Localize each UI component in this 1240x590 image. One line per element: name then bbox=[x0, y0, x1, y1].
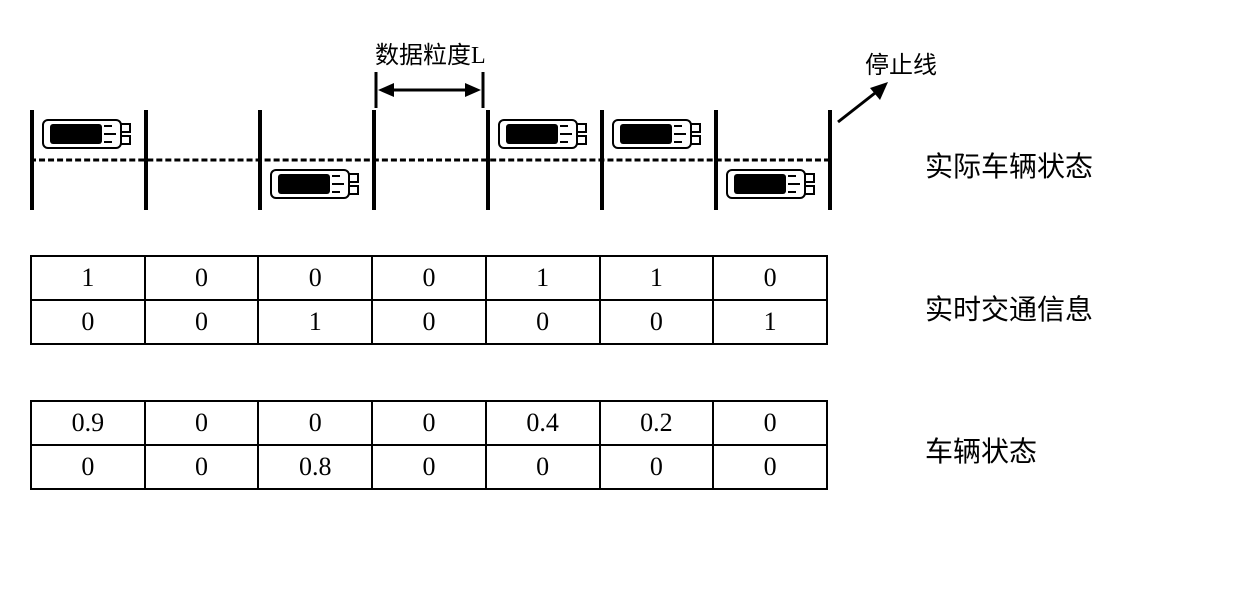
actual-state-label: 实际车辆状态 bbox=[925, 145, 1093, 185]
table-cell: 0 bbox=[31, 445, 145, 489]
figure-root: 数据粒度L 停止线 bbox=[30, 40, 1210, 550]
table-cell: 0 bbox=[145, 401, 259, 445]
table-cell: 0 bbox=[372, 300, 486, 344]
car-icon bbox=[612, 116, 702, 152]
realtime-info-table: 10001100010001 bbox=[30, 255, 828, 345]
lane-separator bbox=[258, 110, 262, 210]
lane-diagram bbox=[30, 110, 830, 210]
table-cell: 0.9 bbox=[31, 401, 145, 445]
table-cell: 0 bbox=[145, 445, 259, 489]
table-cell: 1 bbox=[258, 300, 372, 344]
top-labels: 数据粒度L 停止线 bbox=[30, 40, 1210, 80]
table-cell: 0 bbox=[258, 256, 372, 300]
table-cell: 0 bbox=[145, 256, 259, 300]
lane-separator bbox=[714, 110, 718, 210]
lane-separator bbox=[144, 110, 148, 210]
lane-separator bbox=[30, 110, 34, 210]
lane-separator bbox=[372, 110, 376, 210]
table-cell: 0 bbox=[372, 401, 486, 445]
stopline-arrow bbox=[830, 80, 890, 120]
lane-separator bbox=[486, 110, 490, 210]
car-icon bbox=[42, 116, 132, 152]
car-icon bbox=[270, 166, 360, 202]
table-cell: 0.4 bbox=[486, 401, 600, 445]
table-cell: 1 bbox=[600, 256, 714, 300]
table-cell: 1 bbox=[486, 256, 600, 300]
lane-separator bbox=[828, 110, 832, 210]
table-cell: 0 bbox=[372, 256, 486, 300]
granularity-label: 数据粒度L bbox=[375, 35, 486, 70]
table-cell: 1 bbox=[713, 300, 827, 344]
table-cell: 0 bbox=[713, 401, 827, 445]
table-cell: 0 bbox=[713, 445, 827, 489]
table-cell: 0.8 bbox=[258, 445, 372, 489]
vehicle-state-table: 0.90000.40.20000.80000 bbox=[30, 400, 828, 490]
table-cell: 0 bbox=[258, 401, 372, 445]
table-row: 0010001 bbox=[31, 300, 827, 344]
table-cell: 0 bbox=[372, 445, 486, 489]
realtime-info-label: 实时交通信息 bbox=[925, 288, 1093, 328]
lane-separator bbox=[600, 110, 604, 210]
table-cell: 0 bbox=[31, 300, 145, 344]
table-cell: 0.2 bbox=[600, 401, 714, 445]
table-cell: 0 bbox=[713, 256, 827, 300]
stopline-label: 停止线 bbox=[865, 45, 937, 80]
car-icon bbox=[726, 166, 816, 202]
vehicle-state-label: 车辆状态 bbox=[925, 430, 1037, 470]
table-row: 0.90000.40.20 bbox=[31, 401, 827, 445]
granularity-arrow bbox=[372, 70, 487, 110]
lane-center-dash bbox=[30, 159, 830, 162]
table-cell: 0 bbox=[486, 300, 600, 344]
table-cell: 0 bbox=[486, 445, 600, 489]
car-icon bbox=[498, 116, 588, 152]
table-cell: 0 bbox=[145, 300, 259, 344]
table-cell: 1 bbox=[31, 256, 145, 300]
table-row: 1000110 bbox=[31, 256, 827, 300]
table-cell: 0 bbox=[600, 445, 714, 489]
table-row: 000.80000 bbox=[31, 445, 827, 489]
table-cell: 0 bbox=[600, 300, 714, 344]
